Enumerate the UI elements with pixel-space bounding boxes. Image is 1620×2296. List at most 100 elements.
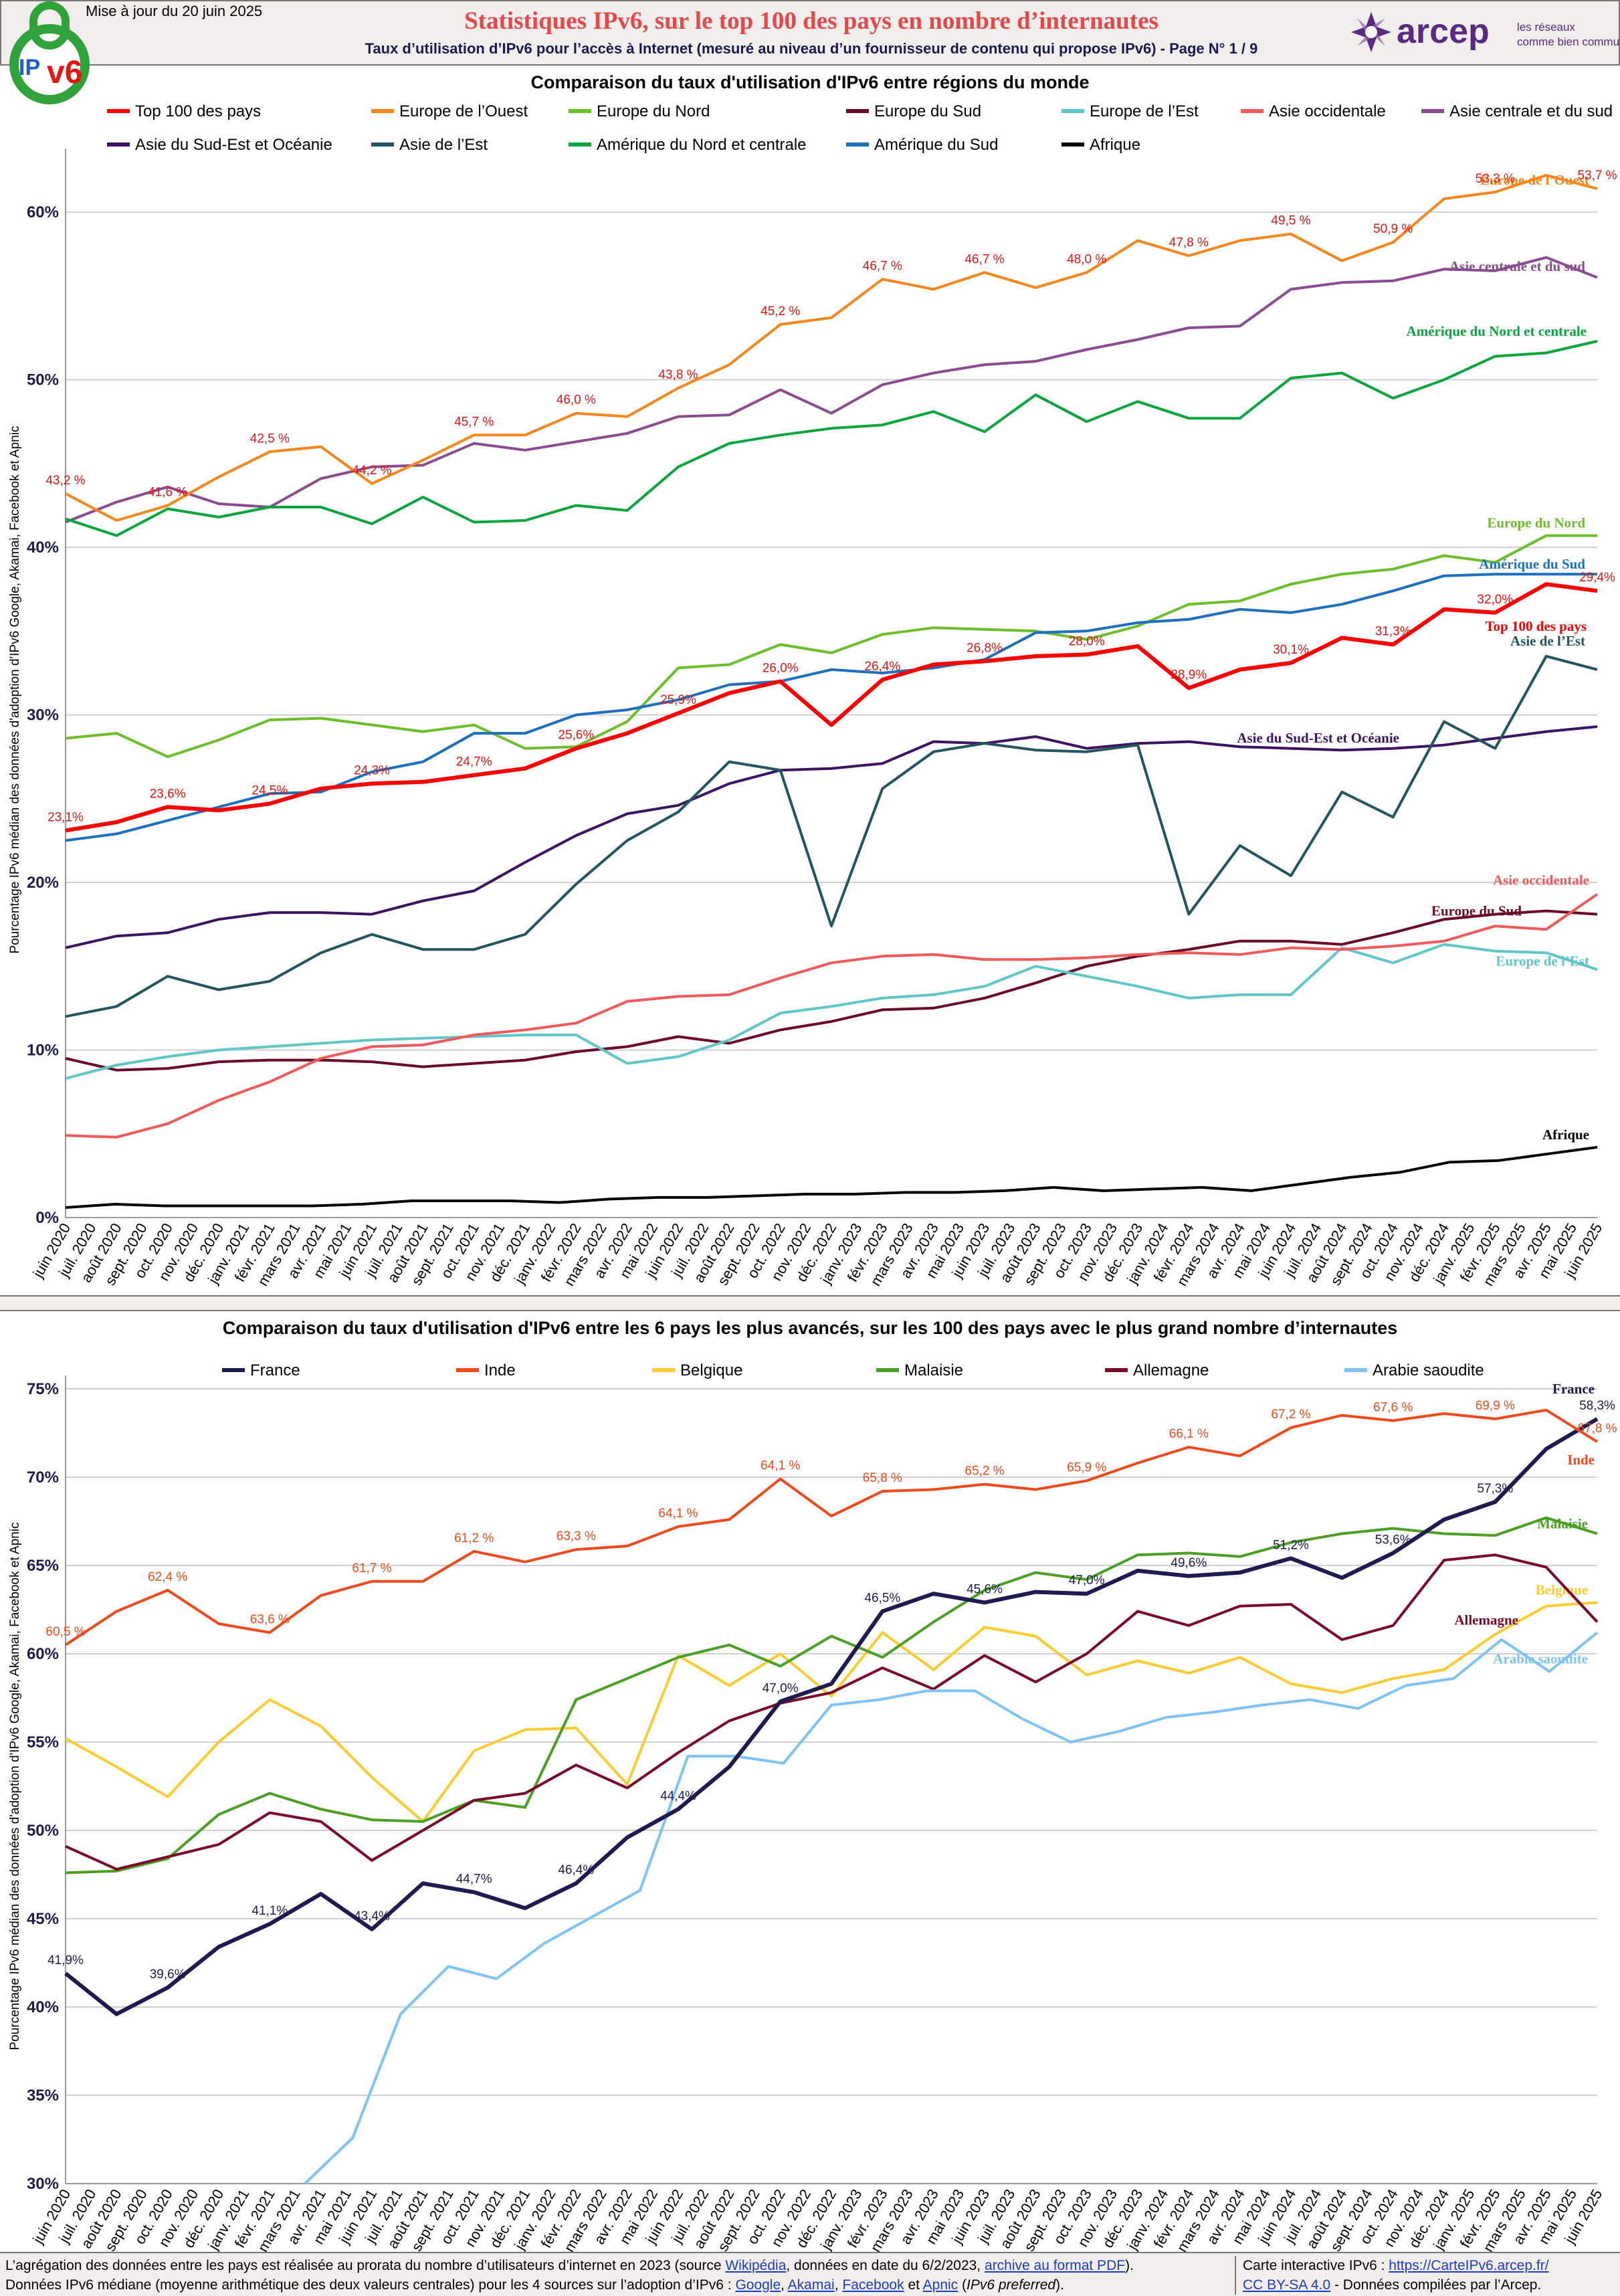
- data-label: 41,6 %: [148, 485, 187, 499]
- series-end-label: Asie du Sud-Est et Océanie: [1237, 730, 1399, 746]
- series-line-europe-de-l-est: [65, 943, 1598, 1080]
- update-date: Mise à jour du 20 juin 2025: [86, 3, 263, 19]
- data-label: 69,9 %: [1476, 1399, 1515, 1413]
- data-label: 25,6%: [558, 729, 594, 743]
- svg-text:v6: v6: [47, 55, 82, 90]
- series-end-label: Asie de l’Est: [1510, 633, 1585, 649]
- y-tick-label: 50%: [27, 1822, 59, 1840]
- legend-entry: Europe du Sud: [874, 102, 981, 120]
- data-label: 67,2 %: [1271, 1408, 1310, 1422]
- data-label: 53,3 %: [1476, 172, 1515, 186]
- series-line-afrique: [65, 1145, 1598, 1209]
- series-line-amerique-du-sud: [65, 573, 1597, 842]
- y-tick-label: 65%: [27, 1557, 59, 1575]
- series-end-label: Europe de l’Est: [1496, 953, 1589, 969]
- license-link[interactable]: CC BY-SA 4.0: [1243, 2277, 1331, 2293]
- data-label: 26,0%: [763, 661, 799, 675]
- y-tick-label: 10%: [27, 1042, 59, 1060]
- series-end-label: Asie occidentale: [1493, 872, 1589, 888]
- arcep-tagline-1: les réseaux: [1517, 21, 1575, 33]
- legend-entry: France: [250, 1361, 300, 1379]
- facebook-link[interactable]: Facebook: [842, 2277, 904, 2293]
- y-tick-label: 35%: [27, 2087, 59, 2105]
- data-label: 48,0 %: [1067, 252, 1106, 266]
- footer-license: Carte interactive IPv6 : https://CarteIP…: [1235, 2256, 1620, 2295]
- series-end-label: Malaisie: [1537, 1515, 1588, 1531]
- series-line-arabie-saoudite: [304, 1631, 1599, 2185]
- data-label: 30,1%: [1273, 643, 1309, 657]
- data-label: 53,7 %: [1577, 169, 1617, 183]
- y-tick-label: 40%: [27, 539, 59, 557]
- series-line-europe-du-sud: [65, 909, 1598, 1072]
- footer-text: (: [958, 2277, 967, 2293]
- data-label: 63,6 %: [250, 1612, 290, 1626]
- data-label: 39,6%: [150, 1968, 186, 1982]
- interactive-map-link[interactable]: https://CarteIPv6.arcep.fr/: [1389, 2258, 1549, 2273]
- pdf-archive-link[interactable]: archive au format PDF: [984, 2258, 1126, 2273]
- google-link[interactable]: Google: [735, 2277, 781, 2293]
- data-label: 43,8 %: [658, 368, 698, 382]
- data-label: 42,5 %: [250, 432, 290, 446]
- data-label: 61,2 %: [454, 1531, 494, 1545]
- data-label: 41,1%: [251, 1904, 288, 1918]
- data-label: 60,5 %: [45, 1625, 85, 1639]
- series-line-europe-de-l-ouest: [65, 174, 1598, 522]
- wikipedia-link[interactable]: Wikipédia: [725, 2258, 787, 2273]
- data-label: 65,8 %: [863, 1471, 902, 1485]
- y-tick-label: 0%: [35, 1209, 59, 1227]
- footer-text: Carte interactive IPv6 :: [1243, 2258, 1389, 2273]
- footer-text: , données en date du 6/2/2023,: [786, 2258, 985, 2273]
- page-subtitle: Taux d’utilisation d’IPv6 pour l’accès à…: [365, 40, 1258, 57]
- legend-entry: Asie occidentale: [1269, 102, 1386, 120]
- chart-title: Comparaison du taux d'utilisation d'IPv6…: [223, 1318, 1397, 1338]
- data-label: 49,5 %: [1271, 214, 1310, 228]
- data-label: 47,0%: [763, 1681, 799, 1695]
- data-label: 63,3 %: [556, 1529, 596, 1543]
- y-tick-label: 70%: [27, 1468, 59, 1487]
- apnic-link[interactable]: Apnic: [922, 2277, 958, 2293]
- data-label: 28,9%: [1171, 668, 1207, 682]
- legend-entry: Top 100 des pays: [135, 102, 261, 120]
- data-label: 65,2 %: [965, 1464, 1004, 1478]
- legend-entry: Allemagne: [1133, 1361, 1209, 1379]
- y-tick-label: 60%: [27, 1645, 59, 1663]
- footer-text: ,: [781, 2277, 788, 2293]
- data-label: 31,3%: [1375, 624, 1411, 638]
- data-label: 46,0 %: [556, 393, 596, 407]
- akamai-link[interactable]: Akamai: [787, 2277, 835, 2293]
- legend-entry: Belgique: [680, 1361, 742, 1379]
- countries-line-chart: Comparaison du taux d'utilisation d'IPv6…: [8, 1318, 1617, 2255]
- page-title: Statistiques IPv6, sur le top 100 des pa…: [464, 7, 1158, 35]
- series-end-label: Allemagne: [1454, 1612, 1518, 1628]
- data-label: 24,5%: [251, 783, 288, 797]
- series-line-asie-occidentale: [65, 892, 1599, 1139]
- data-label: 44,2 %: [352, 464, 391, 478]
- data-label: 51,2%: [1273, 1538, 1309, 1552]
- data-label: 23,6%: [150, 787, 186, 801]
- data-label: 44,4%: [660, 1789, 696, 1803]
- series-end-label: Asie centrale et du sud: [1449, 258, 1585, 274]
- series-end-label: Inde: [1567, 1452, 1595, 1468]
- footer-text: IPv6 preferred: [967, 2277, 1056, 2293]
- legend-entry: Asie centrale et du sud: [1449, 102, 1613, 120]
- series-line-malaisie: [65, 1516, 1598, 1875]
- y-tick-label: 40%: [27, 1998, 59, 2016]
- series-end-label: France: [1552, 1381, 1595, 1397]
- series-end-label: Amérique du Sud: [1479, 556, 1585, 572]
- arcep-logo-icon: arcep les réseaux comme bien commun: [1351, 12, 1620, 52]
- series-line-asie-du-sud-est-et-oceanie: [65, 725, 1598, 949]
- legend-entry: Europe du Nord: [597, 102, 710, 120]
- data-label: 67,8 %: [1577, 1422, 1617, 1436]
- panel-separator: [0, 1295, 1620, 1311]
- series-end-label: Arabie saoudite: [1493, 1650, 1588, 1666]
- data-label: 44,7%: [456, 1872, 492, 1886]
- data-label: 28,0%: [1069, 634, 1105, 648]
- data-label: 41,9%: [47, 1953, 84, 1968]
- legend-entry: Malaisie: [904, 1361, 963, 1379]
- arcep-tagline-2: comme bien commun: [1517, 35, 1620, 48]
- series-line-inde: [64, 1408, 1599, 1646]
- data-label: 43,4%: [354, 1909, 390, 1923]
- data-label: 32,0%: [1477, 593, 1513, 607]
- data-label: 45,6%: [967, 1582, 1003, 1596]
- series-end-label: Europe du Sud: [1431, 903, 1522, 919]
